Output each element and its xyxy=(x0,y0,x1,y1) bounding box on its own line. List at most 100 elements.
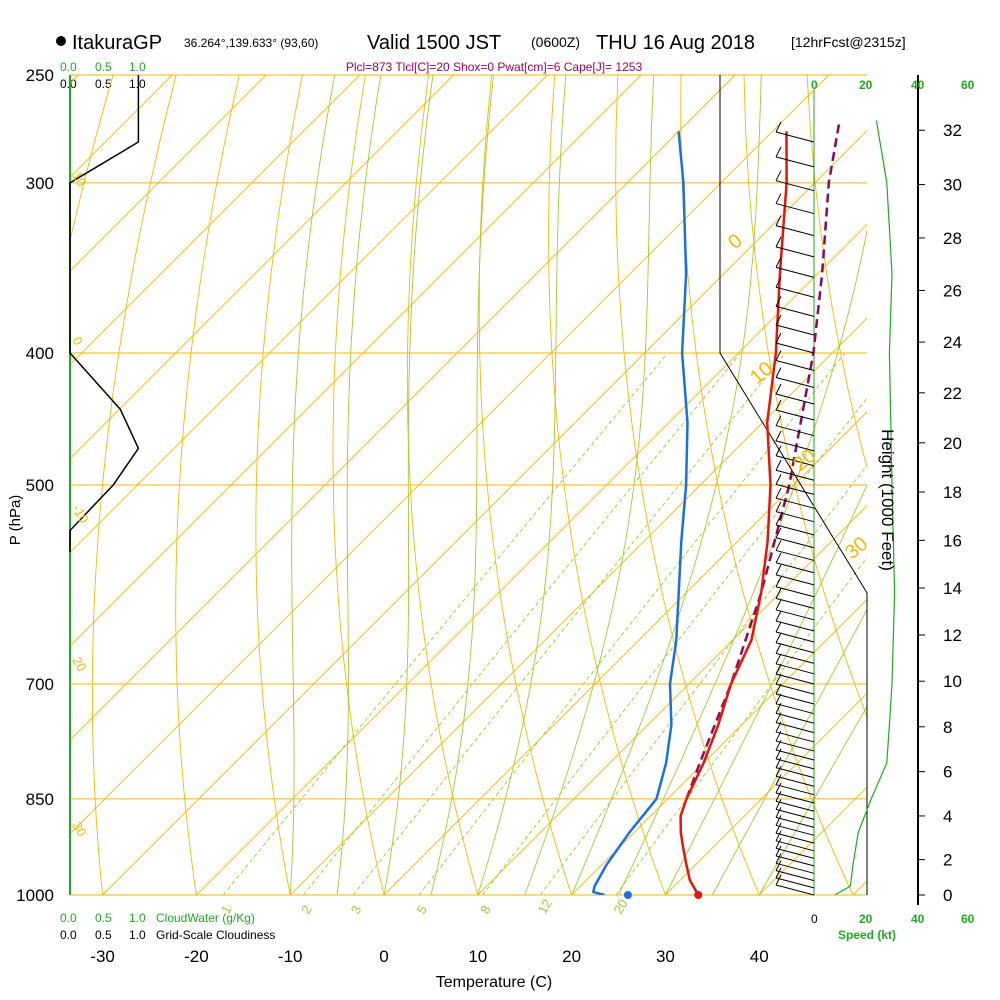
station-dot xyxy=(56,36,66,46)
moist-adiabat-line xyxy=(711,608,867,895)
height-axis-title: Height (1000 Feet) xyxy=(878,429,897,571)
wind-barb-flag xyxy=(775,215,782,226)
height-tick-label: 16 xyxy=(943,531,962,550)
wind-barb-flag xyxy=(775,815,782,826)
wind-barb xyxy=(775,775,815,787)
wind-barb xyxy=(775,537,815,549)
wind-barb xyxy=(775,393,815,405)
pressure-tick-label: 850 xyxy=(26,790,54,809)
wind-barb xyxy=(775,832,815,844)
moist-adiabat-line xyxy=(618,228,867,895)
wind-barb-flag xyxy=(775,874,782,886)
moist-adiabat-line xyxy=(383,75,434,895)
mixing-ratio-line xyxy=(303,352,741,895)
wind-barb-flag xyxy=(775,653,782,665)
wind-barb xyxy=(775,703,815,715)
wind-barb xyxy=(775,792,815,804)
height-tick-label: 30 xyxy=(943,176,962,195)
wind-barb xyxy=(775,360,815,371)
wind-barb xyxy=(775,469,815,481)
wind-barb xyxy=(775,305,815,317)
top-green-tick: 0.0 xyxy=(60,60,77,74)
wind-barb-flag xyxy=(775,860,782,871)
wind-barb-flag xyxy=(775,599,782,611)
dry-adiabat-line xyxy=(615,75,760,895)
wind-barb xyxy=(775,511,815,523)
dry-adiabat-line xyxy=(743,75,867,719)
height-tick-label: 28 xyxy=(943,229,962,248)
wind-barb xyxy=(775,549,815,561)
height-tick-label: 20 xyxy=(943,434,962,453)
dry-adiabat-line xyxy=(255,75,303,895)
bottom-green-tick: 0.0 xyxy=(60,911,77,925)
wind-barb-flag xyxy=(775,853,782,864)
wind-barb-flag xyxy=(775,774,782,785)
wind-barb xyxy=(775,597,815,609)
isotherm-label: 0 xyxy=(69,334,86,348)
wind-barb xyxy=(775,524,815,536)
wind-barb-flag xyxy=(775,673,782,685)
wind-barb xyxy=(775,740,815,752)
dry-adiabat-label: 0 xyxy=(724,230,747,254)
dry-adiabat-line xyxy=(406,75,479,895)
top-black-tick: 0.5 xyxy=(95,77,112,91)
wind-barb xyxy=(775,156,815,168)
wind-barb-flag xyxy=(775,257,782,268)
speed-bottom-tick: 40 xyxy=(911,912,925,926)
wind-barb xyxy=(775,497,815,509)
bottom-green-tick: 1.0 xyxy=(129,911,146,925)
height-tick-label: 6 xyxy=(943,763,952,782)
wind-barb-flag xyxy=(775,748,782,760)
wind-barb xyxy=(775,693,815,705)
temperature-tick-label: -10 xyxy=(278,947,303,966)
wind-barb xyxy=(775,749,815,761)
wind-barb xyxy=(775,609,815,621)
height-tick-label: 10 xyxy=(943,672,962,691)
wind-barb-flag xyxy=(775,430,782,442)
isotherm-label: 20 xyxy=(69,654,89,674)
mixing-ratio-label: 2 xyxy=(298,903,315,917)
mixing-ratio-label: 3 xyxy=(348,903,365,917)
wind-barb xyxy=(775,758,815,770)
pressure-axis-title: P (hPa) xyxy=(7,495,24,546)
temperature-tick-label: 30 xyxy=(656,947,675,966)
wind-barb-flag xyxy=(775,514,782,526)
isotherm-line xyxy=(665,692,867,895)
wind-barb-flag xyxy=(775,564,782,576)
wind-barb-flag xyxy=(775,399,782,411)
isotherm-line xyxy=(852,880,867,895)
isotherm-line xyxy=(70,75,361,366)
wind-barb xyxy=(775,620,815,632)
speed-top-tick: 0 xyxy=(811,78,818,92)
top-green-tick: 0.5 xyxy=(95,60,112,74)
wind-barb-flag xyxy=(775,314,782,326)
wind-barb xyxy=(775,483,815,495)
dry-adiabat-line xyxy=(91,75,177,895)
mixing-ratio-line xyxy=(352,352,786,895)
wind-barb-flag xyxy=(775,170,782,181)
wind-barb-flag xyxy=(775,807,782,818)
mixing-ratio-line xyxy=(539,464,867,895)
surface-dewpoint-marker xyxy=(623,891,632,899)
wind-barb-flag xyxy=(775,350,782,361)
wind-barb-flag xyxy=(775,146,782,158)
wind-barb xyxy=(775,376,815,388)
pressure-tick-label: 1000 xyxy=(16,886,54,905)
cloudiness-label: Grid-Scale Cloudiness xyxy=(156,928,275,942)
station-name: ItakuraGP xyxy=(72,32,162,54)
wind-barb xyxy=(775,455,815,467)
station-coords: 36.264°,139.633° (93,60) xyxy=(184,36,318,50)
wind-barb xyxy=(775,855,815,867)
temperature-tick-label: -30 xyxy=(90,947,115,966)
wind-barb xyxy=(775,440,815,452)
speed-top-tick: 20 xyxy=(859,78,873,92)
wind-barb xyxy=(775,683,815,695)
cloudiness-profile xyxy=(69,75,140,552)
wind-barb-flag xyxy=(775,296,782,307)
wind-barb xyxy=(775,663,815,675)
wind-barb-flag xyxy=(775,663,782,675)
parcel-indices: Plcl=873 Tlcl[C]=20 Shox=0 Pwat[cm]=6 Ca… xyxy=(346,60,643,74)
wind-barb xyxy=(775,631,815,643)
wind-barb xyxy=(775,712,815,724)
moist-adiabat-line xyxy=(289,75,336,895)
